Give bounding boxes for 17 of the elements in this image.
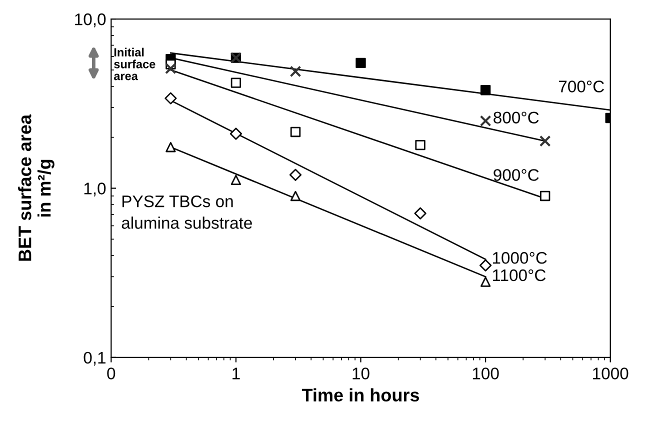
series-label: 1000°C bbox=[492, 252, 547, 264]
series-label: 900°C bbox=[494, 169, 539, 181]
series-label: 1100°C bbox=[492, 269, 546, 282]
y-axis-title: BET surface area in m²/g bbox=[18, 114, 54, 261]
x-tick-label: 1 bbox=[232, 368, 240, 380]
x-tick-label: 100 bbox=[472, 368, 499, 380]
annotation: PYSZ TBCs on alumina substrate bbox=[122, 195, 252, 229]
y-tick-label: 0,1 bbox=[84, 352, 106, 366]
x-axis-title: Time in hours bbox=[302, 388, 420, 402]
x-tick-label: 0 bbox=[107, 368, 116, 380]
x-tick-label: 10 bbox=[352, 368, 370, 380]
series-label: 700°C bbox=[558, 80, 604, 92]
series-label: 800°C bbox=[494, 112, 539, 124]
y-tick-label: 1,0 bbox=[84, 182, 106, 196]
y-tick-label: 10,0 bbox=[75, 13, 106, 28]
annotation: Initial surface area bbox=[114, 48, 156, 80]
x-tick-label: 1000 bbox=[593, 368, 628, 380]
